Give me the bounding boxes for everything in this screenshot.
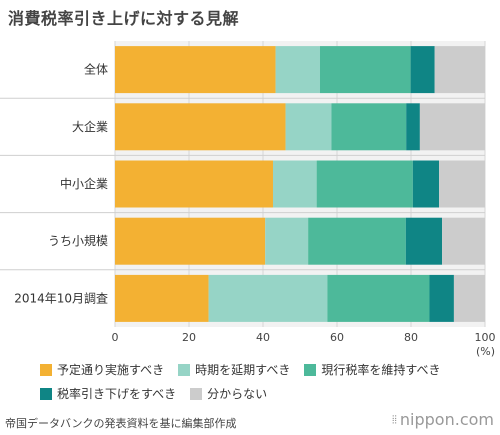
legend-label-4: 分からない bbox=[207, 387, 268, 401]
bar-segment-0-4 bbox=[434, 46, 485, 94]
x-tick-label-80: 80 bbox=[404, 331, 418, 344]
category-label-4: 2014年10月調査 bbox=[14, 291, 108, 305]
legend-label-3: 税率引き下げをすべき bbox=[57, 387, 177, 401]
bar-segment-3-4 bbox=[442, 217, 485, 265]
legend-swatch-3 bbox=[40, 387, 52, 400]
bar-segment-1-2 bbox=[331, 103, 407, 151]
category-label-2: 中小企業 bbox=[60, 176, 108, 191]
legend-item-2: 現行税率を維持すべき bbox=[304, 361, 441, 378]
bar-segment-2-3 bbox=[412, 160, 440, 208]
legend-item-4: 分からない bbox=[190, 385, 267, 402]
bar-segment-1-0 bbox=[115, 103, 286, 151]
x-tick-label-100: 100 bbox=[475, 331, 496, 344]
bar-segment-4-3 bbox=[429, 274, 454, 322]
legend-swatch-2 bbox=[304, 363, 317, 376]
legend-swatch-4 bbox=[190, 387, 203, 400]
bar-segment-0-1 bbox=[275, 46, 320, 94]
brand-name: nippon.com bbox=[399, 410, 494, 429]
legend-label-1: 時期を延期すべき bbox=[195, 363, 291, 377]
x-tick-label-20: 20 bbox=[182, 331, 196, 344]
x-axis-ticks: 0 20 40 60 80 100 bbox=[112, 331, 496, 344]
bar-segments bbox=[115, 46, 485, 322]
bar-segment-0-0 bbox=[115, 46, 276, 94]
bar-segment-1-1 bbox=[285, 103, 332, 151]
bar-segment-2-1 bbox=[272, 160, 317, 208]
chart-legend: 予定通り実施すべき 時期を延期すべき 現行税率を維持すべき税率引き下げをすべき 分から… bbox=[40, 361, 495, 402]
bar-segment-3-1 bbox=[265, 217, 309, 265]
brand-logo: ⦙⦙ nippon.com bbox=[392, 410, 494, 429]
legend-item-3: 税率引き下げをすべき bbox=[40, 385, 176, 402]
legend-item-0: 予定通り実施すべき bbox=[40, 361, 164, 378]
bar-segment-0-3 bbox=[410, 46, 435, 94]
bar-segment-3-0 bbox=[115, 217, 266, 265]
legend-label-0: 予定通り実施すべき bbox=[57, 363, 165, 377]
bar-segment-3-3 bbox=[405, 217, 443, 265]
legend-item-1: 時期を延期すべき bbox=[178, 361, 290, 378]
bar-segment-4-1 bbox=[208, 274, 328, 322]
bar-segment-2-2 bbox=[316, 160, 413, 208]
x-tick-label-0: 0 bbox=[112, 331, 119, 344]
bar-segment-4-0 bbox=[115, 274, 209, 322]
bar-segment-4-2 bbox=[327, 274, 430, 322]
source-note: 帝国データバンクの発表資料を基に編集部作成 bbox=[5, 417, 237, 430]
bar-segment-1-3 bbox=[406, 103, 420, 151]
bar-segment-0-2 bbox=[319, 46, 411, 94]
bar-segment-3-2 bbox=[308, 217, 406, 265]
x-tick-label-60: 60 bbox=[330, 331, 344, 344]
legend-label-2: 現行税率を維持すべき bbox=[321, 363, 441, 377]
category-label-0: 全体 bbox=[84, 62, 108, 77]
chart-title: 消費税率引き上げに対する見解 bbox=[8, 9, 240, 28]
bar-segment-2-4 bbox=[439, 160, 485, 208]
category-label-3: うち小規模 bbox=[48, 233, 108, 248]
brand-mark-icon: ⦙⦙ bbox=[391, 412, 397, 426]
bar-segment-2-0 bbox=[115, 160, 273, 208]
x-tick-label-40: 40 bbox=[256, 331, 270, 344]
bar-segment-1-4 bbox=[419, 103, 485, 151]
bar-segment-4-4 bbox=[453, 274, 485, 322]
legend-swatch-0 bbox=[40, 363, 52, 376]
category-label-1: 大企業 bbox=[72, 119, 108, 134]
legend-swatch-1 bbox=[178, 363, 191, 376]
x-axis-unit-label: (%) bbox=[476, 345, 495, 358]
